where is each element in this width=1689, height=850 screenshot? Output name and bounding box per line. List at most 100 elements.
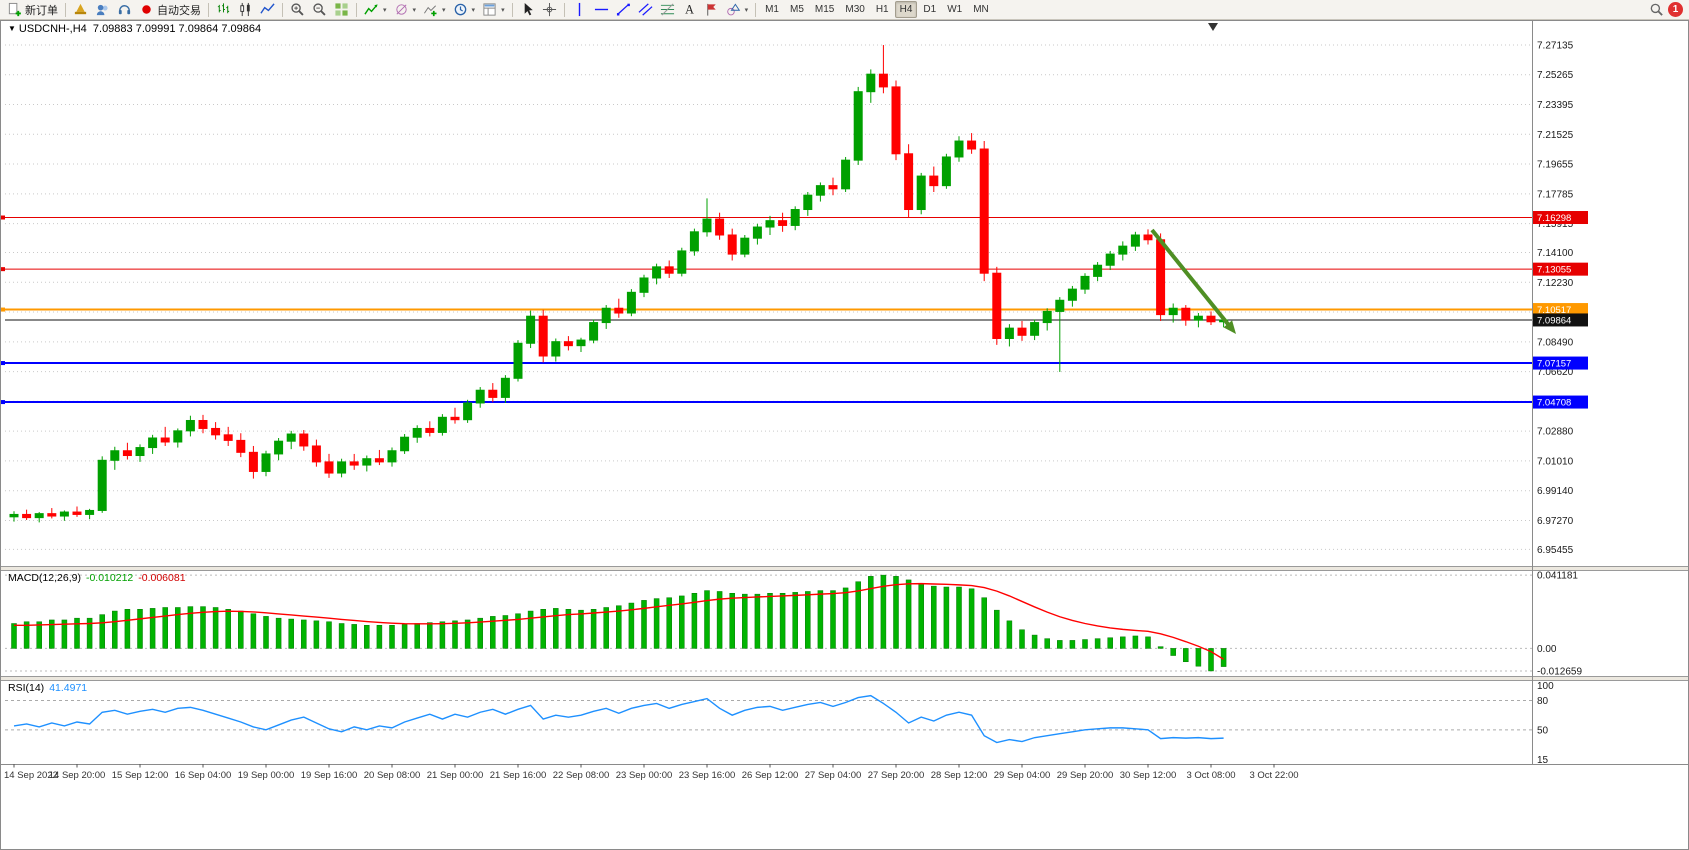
search-button[interactable] [1646, 1, 1667, 18]
timeframe-m30-button[interactable]: M30 [840, 1, 869, 18]
svg-text:7.21525: 7.21525 [1537, 130, 1574, 141]
dropdown-caret-icon: ▾ [442, 6, 446, 14]
templates-button[interactable]: ▾ [479, 1, 508, 18]
new-order-button[interactable]: 新订单 [4, 1, 61, 18]
timeframe-h4-button[interactable]: H4 [894, 1, 918, 18]
tile-windows-icon [335, 3, 348, 16]
svg-text:30 Sep 12:00: 30 Sep 12:00 [1120, 770, 1177, 781]
horizontal-line-objects[interactable] [0, 215, 1532, 405]
panel-separator[interactable] [0, 566, 1689, 571]
svg-text:7.16298: 7.16298 [1537, 213, 1571, 224]
shapes-icon [726, 3, 740, 16]
svg-text:7.10517: 7.10517 [1537, 305, 1571, 316]
svg-text:7.27135: 7.27135 [1537, 40, 1574, 51]
line-chart-mode-button[interactable] [257, 1, 278, 18]
horizontal-line-icon [594, 8, 608, 11]
svg-text:6.99140: 6.99140 [1537, 486, 1574, 497]
text-icon: A [685, 3, 694, 17]
svg-text:-0.012659: -0.012659 [1537, 666, 1582, 677]
autotrading-button[interactable]: 自动交易 [136, 1, 204, 18]
horizontal-line-tool-button[interactable] [591, 1, 612, 18]
zoom-in-button[interactable] [287, 1, 308, 18]
timeframe-w1-button[interactable]: W1 [942, 1, 967, 18]
rsi-grid: 100 80 50 15 [5, 681, 1554, 766]
timeframe-group: M1 M5 M15 M30 H1 H4 D1 W1 MN [760, 1, 994, 18]
macd-grid: 0.041181 0.00 -0.012659 [5, 571, 1582, 677]
svg-text:21 Sep 00:00: 21 Sep 00:00 [427, 770, 484, 781]
svg-text:80: 80 [1537, 696, 1549, 707]
svg-text:22 Sep 08:00: 22 Sep 08:00 [553, 770, 610, 781]
timeframe-m15-button[interactable]: M15 [810, 1, 839, 18]
shapes-button[interactable]: ▾ [723, 1, 752, 18]
timeframe-mn-button[interactable]: MN [968, 1, 994, 18]
dropdown-caret-icon: ▾ [744, 6, 749, 14]
candlestick-series[interactable] [9, 45, 1229, 523]
line-chart-icon [260, 3, 275, 14]
svg-text:7.23395: 7.23395 [1537, 100, 1574, 111]
toolbar-separator [563, 2, 565, 17]
bar-chart-icon [217, 3, 230, 14]
candlestick-icon [240, 2, 250, 17]
bar-chart-mode-button[interactable] [213, 1, 234, 18]
svg-text:15 Sep 12:00: 15 Sep 12:00 [112, 770, 169, 781]
fibonacci-tool-button[interactable] [657, 1, 678, 18]
panel-frame [0, 20, 1689, 850]
toolbar-separator [511, 2, 513, 17]
svg-text:100: 100 [1537, 681, 1554, 692]
label-tool-button[interactable] [701, 1, 722, 18]
channel-icon [638, 3, 653, 16]
panel-separator[interactable] [0, 676, 1689, 681]
notification-badge[interactable]: 1 [1668, 2, 1683, 17]
cursor-button[interactable] [517, 1, 538, 18]
objects-icon [395, 4, 407, 15]
tile-windows-button[interactable] [331, 1, 352, 18]
vertical-line-icon [578, 2, 580, 17]
zoom-out-button[interactable] [309, 1, 330, 18]
candlestick-mode-button[interactable] [235, 1, 256, 18]
svg-text:7.08490: 7.08490 [1537, 337, 1574, 348]
svg-text:7.17785: 7.17785 [1537, 189, 1574, 200]
toolbar-separator [755, 2, 757, 17]
market-button[interactable] [114, 1, 135, 18]
trendline-icon [616, 3, 630, 16]
autotrading-label: 自动交易 [157, 4, 201, 17]
objects-button[interactable]: ▾ [391, 1, 420, 18]
price-grid [5, 44, 1532, 550]
profiles-button[interactable] [92, 1, 113, 18]
svg-text:50: 50 [1537, 725, 1549, 736]
new-order-label: 新订单 [25, 4, 58, 17]
timeframe-m5-button[interactable]: M5 [785, 1, 809, 18]
text-tool-button[interactable]: A [679, 1, 700, 18]
svg-text:7.12230: 7.12230 [1537, 278, 1574, 289]
svg-text:0.041181: 0.041181 [1537, 571, 1578, 582]
add-indicator-icon [424, 5, 437, 17]
chart-shift-marker[interactable] [1208, 23, 1218, 31]
wizard-hat-icon [74, 3, 87, 15]
wizard-button[interactable] [70, 1, 91, 18]
timeframe-d1-button[interactable]: D1 [918, 1, 941, 18]
svg-text:7.09864: 7.09864 [1537, 315, 1571, 326]
svg-text:7.07157: 7.07157 [1537, 359, 1571, 370]
svg-text:15: 15 [1537, 755, 1549, 766]
macd-histogram-series [11, 574, 1227, 672]
channel-tool-button[interactable] [635, 1, 656, 18]
svg-text:23 Sep 00:00: 23 Sep 00:00 [616, 770, 673, 781]
trendline-tool-button[interactable] [613, 1, 634, 18]
svg-text:19 Sep 00:00: 19 Sep 00:00 [238, 770, 295, 781]
timeframe-h1-button[interactable]: H1 [871, 1, 894, 18]
search-icon [1650, 3, 1663, 16]
periods-button[interactable]: ▾ [450, 1, 479, 18]
indicators-button[interactable]: ▾ [361, 1, 390, 18]
svg-text:7.19655: 7.19655 [1537, 160, 1574, 171]
trend-arrow-annotation[interactable] [1150, 228, 1236, 334]
indicators-icon [364, 4, 378, 15]
svg-text:3 Oct 08:00: 3 Oct 08:00 [1186, 770, 1235, 781]
crosshair-button[interactable] [539, 1, 560, 18]
svg-text:6.97270: 6.97270 [1537, 516, 1574, 527]
timeframe-m1-button[interactable]: M1 [760, 1, 784, 18]
vertical-line-tool-button[interactable] [569, 1, 590, 18]
add-indicator-button[interactable]: ▾ [420, 1, 449, 18]
main-toolbar: 新订单 自动交易 [0, 0, 1689, 20]
